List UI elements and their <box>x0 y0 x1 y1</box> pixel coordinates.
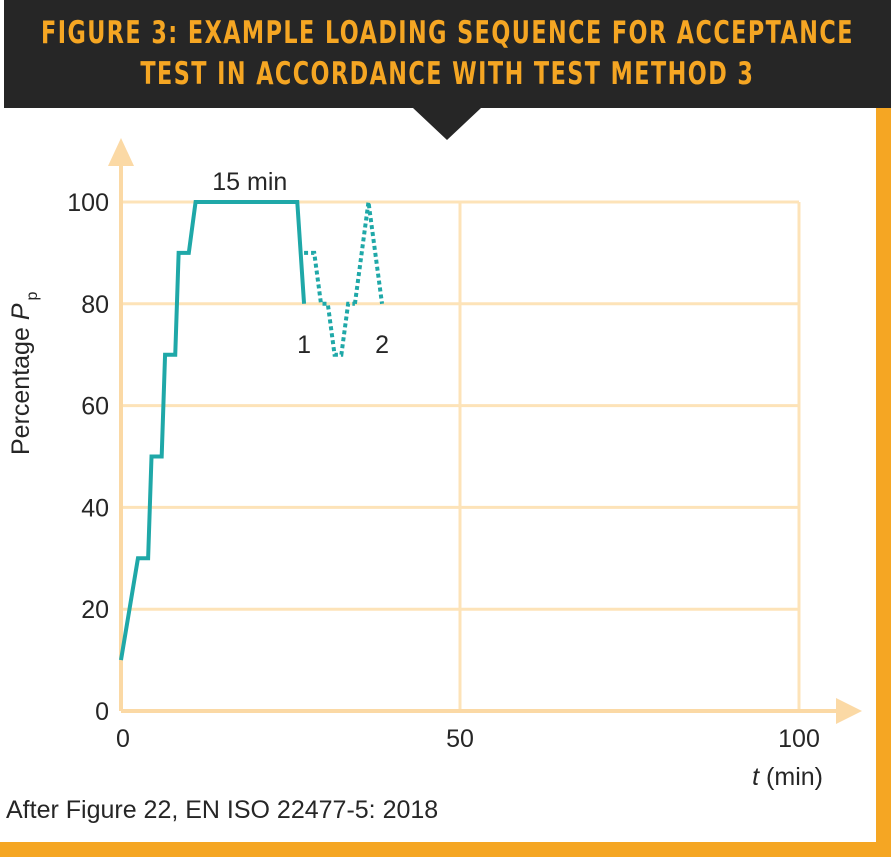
y-axis-label-main: Percentage <box>7 320 35 455</box>
grid-lines <box>121 200 801 711</box>
x-tick-label-50: 50 <box>446 725 474 753</box>
figure-title-line-1: FIGURE 3: EXAMPLE LOADING SEQUENCE FOR A… <box>41 15 854 51</box>
y-axis-label-subscript: p <box>24 291 41 300</box>
figure-title-line-2: TEST IN ACCORDANCE WITH TEST METHOD 3 <box>140 56 755 92</box>
annotations: 15 min 1 2 <box>212 168 389 359</box>
right-accent-border <box>876 108 891 857</box>
y-axis-label: Percentage Pp <box>7 291 41 455</box>
series-line-2 <box>304 250 355 357</box>
y-axis-label-variable: P <box>7 303 35 320</box>
y-tick-label-60: 60 <box>81 393 109 421</box>
x-axis-label: t (min) <box>752 763 823 791</box>
y-tick-label-40: 40 <box>81 494 109 522</box>
series-line-3 <box>352 201 385 305</box>
axes <box>108 138 862 724</box>
annotation-label-3: 2 <box>375 331 389 359</box>
bottom-accent-border <box>0 842 891 857</box>
x-axis-label-variable: t <box>752 763 760 791</box>
y-tick-label-100: 100 <box>67 189 109 217</box>
series <box>119 200 385 661</box>
source-note: After Figure 22, EN ISO 22477-5: 2018 <box>6 796 439 824</box>
x-axis-label-unit: (min) <box>759 763 823 791</box>
annotation-label-2: 1 <box>297 331 311 359</box>
x-axis-arrowhead <box>836 698 862 724</box>
series-line-1 <box>119 200 307 661</box>
figure-header: FIGURE 3: EXAMPLE LOADING SEQUENCE FOR A… <box>4 0 891 108</box>
y-axis-arrowhead <box>108 138 134 166</box>
y-tick-label-0: 0 <box>95 698 109 726</box>
x-tick-label-100: 100 <box>778 725 820 753</box>
y-tick-label-20: 20 <box>81 596 109 624</box>
annotation-label-1: 15 min <box>212 168 287 196</box>
header-notch <box>413 108 481 140</box>
tick-labels: 0 20 40 60 80 100 0 50 100 <box>67 189 820 753</box>
y-tick-label-80: 80 <box>81 291 109 319</box>
x-tick-label-0: 0 <box>116 725 130 753</box>
